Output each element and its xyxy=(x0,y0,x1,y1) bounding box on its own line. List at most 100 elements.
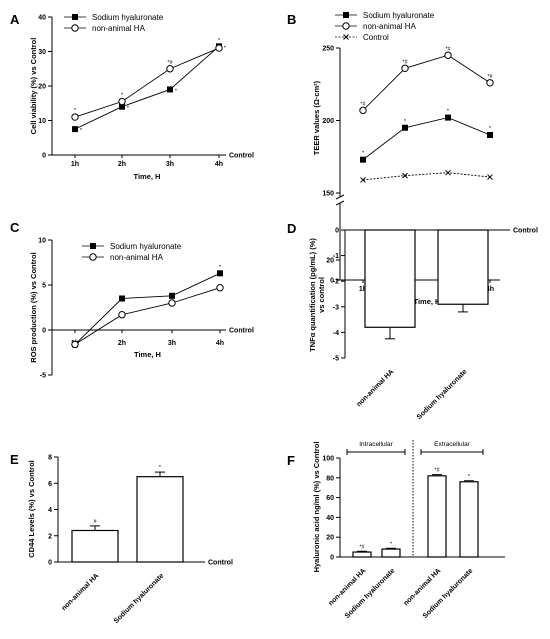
data-point-b xyxy=(360,177,366,183)
data-point xyxy=(168,299,176,307)
y-axis-label: TEER values (Ω·cm²) xyxy=(312,80,321,155)
significance-mark: * xyxy=(175,88,178,94)
y-tick-label: 0 xyxy=(330,555,334,562)
category-label: non-animal HA xyxy=(356,368,396,408)
significance-mark: *# xyxy=(167,60,173,66)
control-label: Control xyxy=(229,153,254,160)
data-point xyxy=(359,106,367,115)
data-point xyxy=(217,270,223,277)
y-tick-label: 30 xyxy=(38,49,46,56)
panel-label: B xyxy=(287,12,296,27)
y-tick-label: 0 xyxy=(42,328,46,335)
bar xyxy=(352,551,372,558)
y-tick-label: 10 xyxy=(38,238,46,245)
data-point xyxy=(166,65,174,73)
x-tick-label: 3h xyxy=(166,161,174,168)
data-point xyxy=(487,174,493,180)
legend-label: non-animal HA xyxy=(363,22,417,31)
bar xyxy=(136,476,184,563)
legend-label: non-animal HA xyxy=(110,253,164,262)
x-axis-label: Time, H xyxy=(134,172,161,181)
legend-marker xyxy=(72,14,78,20)
significance-mark: *# xyxy=(434,468,440,474)
legend-label: Sodium hyaluronate xyxy=(110,242,182,251)
x-tick-label: 3h xyxy=(168,340,176,347)
legend-marker-b xyxy=(343,34,349,40)
bar xyxy=(427,475,447,558)
legend-label: non-animal HA xyxy=(92,24,146,33)
y-tick-label: 60 xyxy=(326,495,334,502)
significance-mark: *# xyxy=(402,59,408,65)
y-tick-label: 150 xyxy=(322,191,334,198)
significance-mark: # xyxy=(93,519,97,525)
y-tick-label: 20 xyxy=(38,84,46,91)
y-tick-label: -5 xyxy=(333,356,339,363)
significance-mark: * xyxy=(80,128,83,134)
category-label: Sodium hyaluronate xyxy=(344,567,397,620)
y-tick-label: -2 xyxy=(333,279,339,286)
legend-marker xyxy=(342,22,350,30)
series-line xyxy=(74,272,221,345)
significance-mark: * xyxy=(159,465,162,471)
series-line xyxy=(362,117,491,161)
control-label: Control xyxy=(513,228,538,235)
y-tick-label: 0 xyxy=(42,153,46,160)
data-point xyxy=(71,113,79,121)
y-tick-label: 0 xyxy=(48,560,52,567)
y-tick-label: 40 xyxy=(326,515,334,522)
bar xyxy=(437,229,489,305)
series-line xyxy=(362,172,491,181)
significance-mark: * xyxy=(447,109,450,115)
y-tick-label: 80 xyxy=(326,475,334,482)
significance-mark: *# xyxy=(445,46,451,52)
x-tick-label: 4h xyxy=(216,340,224,347)
x-tick-label: 1h xyxy=(359,286,367,293)
data-point xyxy=(167,86,173,93)
y-tick-label: 200 xyxy=(322,118,334,125)
control-label: Control xyxy=(229,328,254,335)
y-tick-label: 10 xyxy=(38,118,46,125)
legend-label: Sodium hyaluronate xyxy=(92,13,164,22)
group-label: Extracellular xyxy=(434,441,471,448)
y-tick-label: 250 xyxy=(322,46,334,53)
significance-mark: * xyxy=(468,474,471,480)
y-tick-label: 2 xyxy=(48,533,52,540)
data-point xyxy=(119,103,125,110)
data-point xyxy=(72,126,78,133)
significance-mark: *# xyxy=(360,101,366,107)
data-point xyxy=(71,340,79,349)
significance-mark: * xyxy=(74,108,77,114)
significance-mark: * xyxy=(362,151,365,157)
data-point xyxy=(216,284,224,292)
legend-marker xyxy=(71,24,79,32)
significance-mark: * xyxy=(127,106,130,112)
significance-mark: *# xyxy=(359,544,365,550)
y-axis-label: CD44 Levels (%) vs Control xyxy=(27,460,36,558)
data-point xyxy=(487,132,493,138)
data-point xyxy=(445,114,451,121)
y-tick-label: -3 xyxy=(333,304,339,311)
y-axis-label: TNFα quantification (pg/mL) (%) xyxy=(308,238,317,352)
x-tick-label: 2h xyxy=(118,340,126,347)
y-tick-label: 0 xyxy=(330,278,334,285)
bar xyxy=(381,548,401,558)
panel-label: A xyxy=(10,12,20,27)
significance-mark: * xyxy=(224,45,227,51)
bar xyxy=(364,229,416,328)
legend-marker xyxy=(343,12,349,18)
x-tick-label: 1h xyxy=(71,161,79,168)
y-tick-label: -5 xyxy=(40,373,46,380)
y-tick-label: 40 xyxy=(38,15,46,22)
y-tick-label: 20 xyxy=(326,258,334,265)
data-point xyxy=(119,295,125,302)
y-tick-label: -4 xyxy=(333,330,339,337)
legend-marker xyxy=(343,34,349,40)
data-point xyxy=(118,97,126,106)
data-point-b xyxy=(445,169,451,176)
data-point xyxy=(486,79,494,87)
data-point xyxy=(401,64,409,73)
bar xyxy=(459,481,479,558)
y-tick-label: -1 xyxy=(333,253,339,260)
series-line xyxy=(74,47,220,118)
category-label: Sodium hyaluronate xyxy=(113,572,166,625)
